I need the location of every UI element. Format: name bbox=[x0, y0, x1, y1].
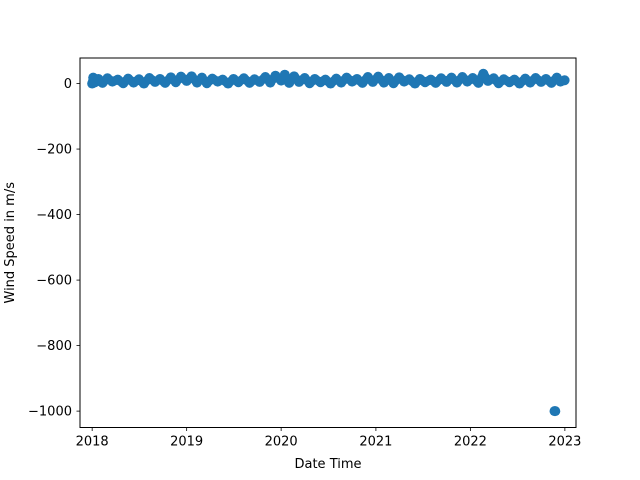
data-point bbox=[473, 77, 484, 88]
x-tick-label: 2020 bbox=[265, 435, 298, 450]
x-tick-label: 2018 bbox=[76, 435, 109, 450]
data-point bbox=[550, 406, 561, 417]
data-point bbox=[265, 77, 276, 88]
x-tick-label: 2022 bbox=[454, 435, 487, 450]
y-tick-label: −1000 bbox=[28, 405, 72, 420]
data-point bbox=[478, 68, 489, 79]
y-tick-label: −400 bbox=[36, 208, 72, 223]
x-tick-label: 2023 bbox=[548, 435, 581, 450]
y-axis-ticks: 0 −200 −400 −600 −800 −1000 bbox=[28, 77, 80, 420]
x-axis-ticks: 2018 2019 2020 2021 2022 2023 bbox=[76, 427, 581, 450]
y-tick-label: −800 bbox=[36, 339, 72, 354]
y-tick-label: −600 bbox=[36, 274, 72, 289]
y-tick-label: −200 bbox=[36, 143, 72, 158]
data-point bbox=[279, 69, 290, 80]
x-axis-label: Date Time bbox=[294, 457, 361, 472]
plot-area-frame bbox=[79, 57, 577, 428]
data-points bbox=[87, 68, 570, 417]
x-tick-label: 2019 bbox=[170, 435, 203, 450]
y-tick-label: 0 bbox=[64, 77, 72, 92]
y-axis-label: Wind Speed in m/s bbox=[3, 182, 18, 304]
x-tick-label: 2021 bbox=[359, 435, 392, 450]
data-point bbox=[559, 75, 570, 86]
